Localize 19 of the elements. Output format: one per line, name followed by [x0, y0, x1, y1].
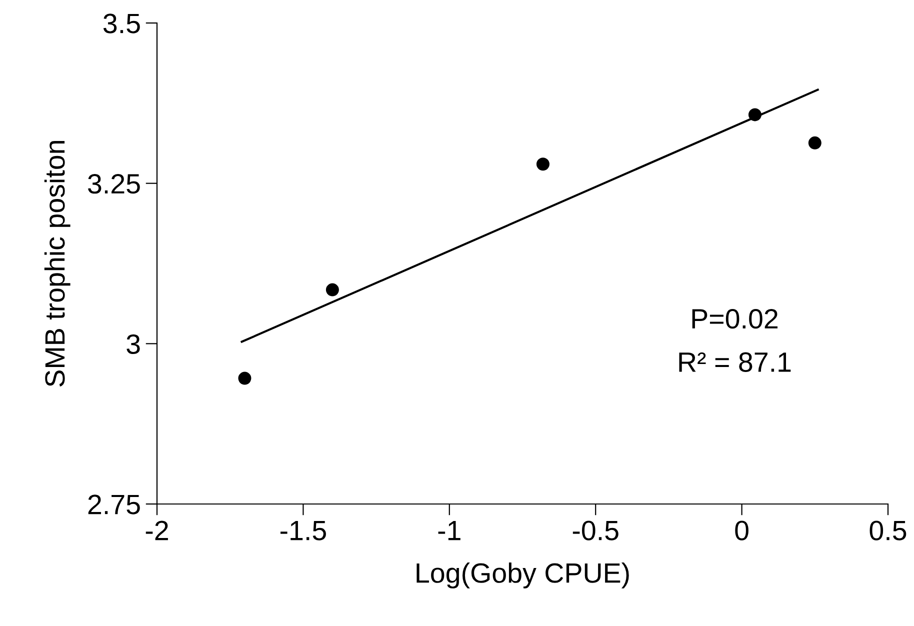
point — [326, 283, 339, 296]
x-tick-label: 0 — [735, 520, 748, 540]
x-tick-label: -1.5 — [280, 520, 326, 540]
point — [238, 372, 252, 385]
y-axis-title: SMB trophic positon — [44, 141, 70, 387]
point — [808, 136, 822, 150]
y-tick-label: 3 — [126, 334, 140, 354]
point — [536, 158, 550, 171]
x-tick-label: -2 — [146, 520, 168, 540]
y-tick-label: 3.5 — [103, 14, 140, 34]
y-tick-label: 2.75 — [88, 494, 140, 514]
x-tick-label: -0.5 — [572, 520, 618, 540]
x-tick-label: -1 — [438, 520, 460, 540]
x-axis-title: Log(Goby CPUE) — [416, 562, 629, 588]
point — [748, 108, 762, 122]
annotation: R² = 87.1 — [679, 352, 791, 372]
y-tick-label: 3.25 — [88, 174, 140, 194]
annotation: P=0.02 — [692, 309, 778, 329]
x-tick-label: 0.5 — [870, 520, 906, 540]
